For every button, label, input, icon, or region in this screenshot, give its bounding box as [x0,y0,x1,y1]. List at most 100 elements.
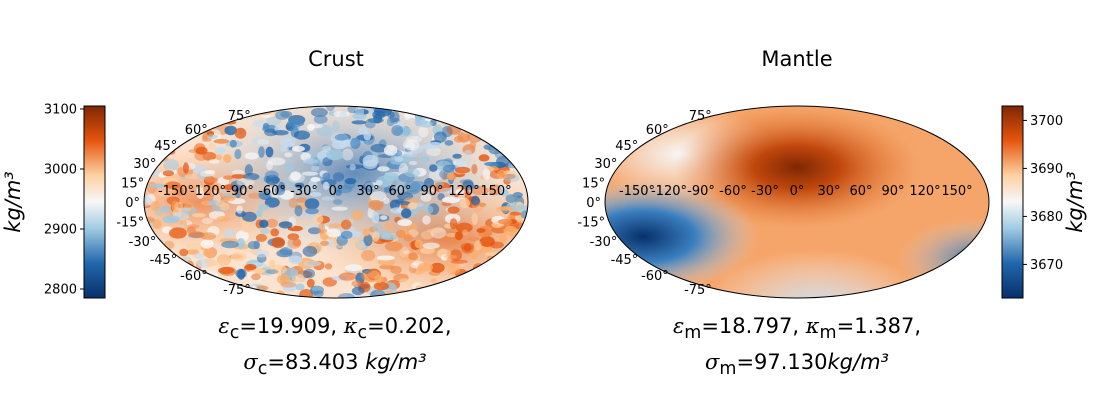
crust-speckle [436,235,449,242]
crust-speckle [406,150,418,158]
crust-speckle [223,175,234,180]
crust-speckle [144,106,151,113]
crust-speckle [476,228,486,233]
crust-speckle [186,249,200,255]
crust-speckle [212,259,230,268]
crust-speckle [206,120,219,125]
crust-speckle [302,245,318,257]
mantle-title: Mantle [761,47,832,71]
crust-speckle [453,283,465,292]
longitude-tick-label: 120° [909,184,940,199]
longitude-tick-label: 0° [790,184,805,199]
longitude-tick-label: -90° [687,184,715,199]
crust-speckle [496,253,511,259]
crust-speckle [308,227,321,235]
crust-speckle [215,154,222,161]
crust-speckle [252,119,267,128]
crust-speckle [363,234,373,247]
crust-speckle [344,264,363,272]
crust-speckle [391,125,404,136]
crust-speckle [235,268,247,279]
crust-speckle [383,172,399,182]
crust-speckle [313,115,328,124]
crust-speckle [447,206,460,214]
crust-speckle [458,291,475,298]
crust-speckle [146,129,165,138]
crust-speckle [430,278,437,284]
crust-speckle [514,205,528,212]
crust-speckle [455,222,473,233]
crust-speckle [207,107,224,117]
longitude-tick-label: 90° [420,184,443,199]
crust-speckle [304,198,320,210]
crust-speckle [164,128,173,134]
crust-speckle [144,127,152,136]
crust-speckle [247,241,260,250]
latitude-tick-label: 45° [615,139,638,154]
crust-speckle [397,192,414,201]
longitude-tick-label: -60° [719,184,747,199]
crust-speckle [420,193,432,202]
crust-speckle [435,160,453,172]
crust-speckle [471,164,478,175]
crust-speckle [515,124,528,130]
colorbar-tick-label: 3680 [1030,210,1063,225]
crust-speckle [199,232,217,240]
crust-speckle [362,228,370,237]
crust-speckle [147,118,162,122]
crust-speckle [454,231,463,241]
crust-speckle [165,181,181,189]
crust-speckle [265,269,279,274]
colorbar-tick-label: 3690 [1030,162,1063,177]
crust-speckle [201,217,214,224]
crust-speckle [303,268,315,279]
crust-speckle [503,177,511,185]
crust-caption-line1: εc=19.909, κc=0.202, [218,314,452,344]
crust-speckle [161,270,172,280]
crust-speckle [505,194,517,203]
crust-speckle [301,171,319,176]
crust-speckle [405,136,423,143]
crust-speckle [419,121,433,128]
crust-speckle [504,261,514,267]
crust-speckle [290,171,301,182]
longitude-tick-label: 30° [817,184,840,199]
crust-speckle [450,119,466,128]
crust-speckle [455,188,465,195]
crust-speckle [310,177,321,182]
crust-speckle [155,242,163,248]
crust-speckle [150,200,161,211]
crust-speckle [384,290,396,298]
crust-speckle [264,128,278,137]
mantle-caption-line1: εm=18.797, κm=1.387, [672,314,921,344]
crust-speckle [373,282,389,291]
longitude-tick-label: -30° [751,184,779,199]
crust-speckle [144,145,156,150]
crust-speckle [174,186,184,197]
crust-speckle [449,249,463,262]
crust-speckle [334,133,349,141]
crust-speckle [502,137,510,148]
latitude-tick-label: 45° [154,139,177,154]
crust-speckle [404,168,421,178]
crust-speckle [271,237,286,249]
crust-speckle [498,249,509,257]
crust-speckle [204,177,218,183]
latitude-tick-label: -30° [129,235,157,250]
crust-speckle [260,228,270,235]
crust-speckle [244,164,253,176]
crust-speckle [176,106,193,111]
crust-speckle [467,236,480,242]
crust-speckle [169,113,185,125]
crust-speckle [195,146,208,155]
crust-speckle [153,106,163,111]
latitude-tick-label: 15° [121,176,144,191]
crust-speckle [510,279,519,288]
crust-speckle [403,250,410,255]
crust-speckle [349,163,356,171]
crust-speckle [464,106,482,117]
crust-speckle [208,159,220,164]
crust-speckle [171,283,187,291]
crust-speckle [292,145,305,152]
